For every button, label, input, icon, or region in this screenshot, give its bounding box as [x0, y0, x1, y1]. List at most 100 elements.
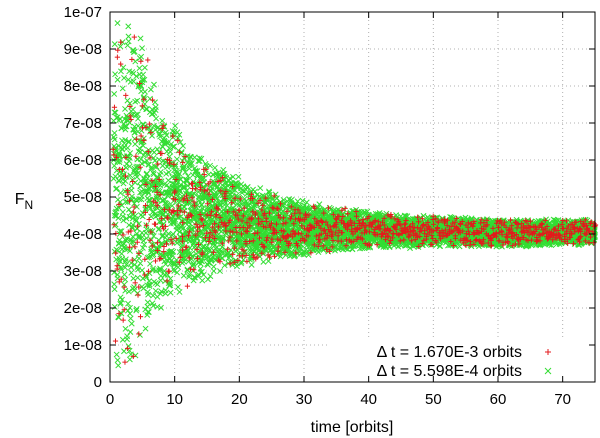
series-2-point — [133, 73, 140, 80]
series-2-point — [123, 237, 130, 244]
series-2-point — [128, 320, 135, 327]
series-2-point — [131, 48, 138, 55]
series-2-point — [127, 329, 134, 335]
series-2-point — [115, 215, 122, 221]
series-2-point — [122, 105, 128, 112]
series-2-point — [137, 156, 144, 163]
series-2-point — [121, 271, 128, 278]
series-2-point — [142, 325, 149, 332]
series-2-point — [126, 154, 133, 161]
series-2-point — [111, 109, 118, 116]
series-2-point — [142, 88, 148, 95]
series-2-point — [128, 238, 135, 245]
series-2-point — [111, 136, 118, 143]
series-2-point — [116, 156, 123, 163]
series-2-point — [134, 163, 141, 170]
series-2-point — [122, 137, 129, 143]
series-2-point — [129, 106, 136, 113]
series-2-point — [129, 233, 136, 240]
series-2-point — [136, 255, 143, 262]
series-2-point — [126, 310, 133, 317]
series-2-point — [121, 75, 128, 81]
series-2-point — [111, 90, 118, 97]
series-2-point — [123, 123, 130, 130]
series-2-point — [130, 238, 137, 245]
series-2-point — [122, 126, 129, 133]
series-2-point — [111, 286, 118, 293]
series-2-point — [134, 97, 141, 104]
series-2-point — [142, 206, 149, 213]
series-2-point — [111, 281, 118, 288]
series-2-point — [111, 162, 118, 169]
series-2-point — [135, 115, 141, 122]
series-2-point — [125, 33, 132, 40]
series-2-point — [115, 204, 122, 211]
series-2-point — [123, 261, 130, 268]
series-2-point — [117, 199, 124, 205]
series-2-point — [122, 287, 129, 294]
series-2-point — [130, 78, 137, 85]
series-2-point — [122, 198, 129, 205]
series-2-point — [139, 210, 146, 217]
series-2-point — [138, 53, 145, 60]
series-2-point — [115, 362, 122, 369]
series-2-point — [127, 315, 134, 322]
series-2-point — [136, 65, 143, 72]
series-2-point — [139, 77, 146, 84]
series-2-point — [140, 71, 147, 78]
series-2-point — [126, 213, 133, 220]
series-2-point — [122, 194, 129, 201]
series-2-point — [122, 264, 129, 271]
series-2-point — [125, 23, 132, 30]
series-2-point — [137, 331, 143, 338]
series-2-point — [132, 179, 139, 186]
series-2-point — [131, 284, 138, 291]
series-2-point — [111, 41, 118, 48]
series-2-point — [128, 269, 135, 276]
series-2-point — [122, 256, 129, 263]
series-2-point — [126, 356, 133, 363]
series-2-point — [123, 215, 130, 222]
series-2-point — [125, 288, 132, 295]
series-2-point — [132, 216, 139, 223]
series-2-point — [135, 169, 142, 176]
series-2-point — [133, 307, 140, 314]
series-2-point — [119, 213, 126, 220]
series-2-point — [127, 304, 133, 311]
series-2-point — [114, 76, 121, 83]
series-2-point — [121, 348, 127, 355]
series-2-point — [139, 267, 146, 274]
series-2-point — [137, 82, 144, 89]
series-2-point — [118, 125, 125, 132]
series-2-point — [118, 68, 124, 75]
series-2-point — [137, 260, 144, 267]
series-2-point — [125, 343, 132, 350]
series-2-point — [116, 231, 123, 237]
series-2-point — [126, 100, 133, 107]
series-2-point — [119, 296, 125, 303]
series-2-point — [119, 209, 126, 216]
series-2-point — [125, 38, 132, 45]
series-2-point — [118, 250, 125, 257]
series-2-point — [134, 128, 141, 135]
series-2-point — [131, 200, 138, 207]
series-2-point — [132, 111, 139, 118]
series-2-point — [135, 123, 142, 129]
series-2-point — [117, 189, 124, 196]
series-2-point — [122, 246, 128, 253]
series-2-point — [124, 144, 131, 151]
series-2-point — [112, 145, 119, 152]
series-2-point — [112, 71, 119, 78]
series-2-point — [141, 241, 148, 248]
series-2-point — [144, 157, 150, 164]
series-2-point — [139, 244, 146, 251]
series-2-point — [125, 139, 132, 146]
series-2-point — [122, 178, 129, 184]
series-2-point — [141, 64, 148, 71]
series-2-point — [133, 305, 140, 312]
series-2-point — [137, 183, 144, 190]
series-2-point — [127, 248, 133, 254]
series-2-point — [128, 237, 134, 244]
series-2-point — [120, 64, 127, 71]
